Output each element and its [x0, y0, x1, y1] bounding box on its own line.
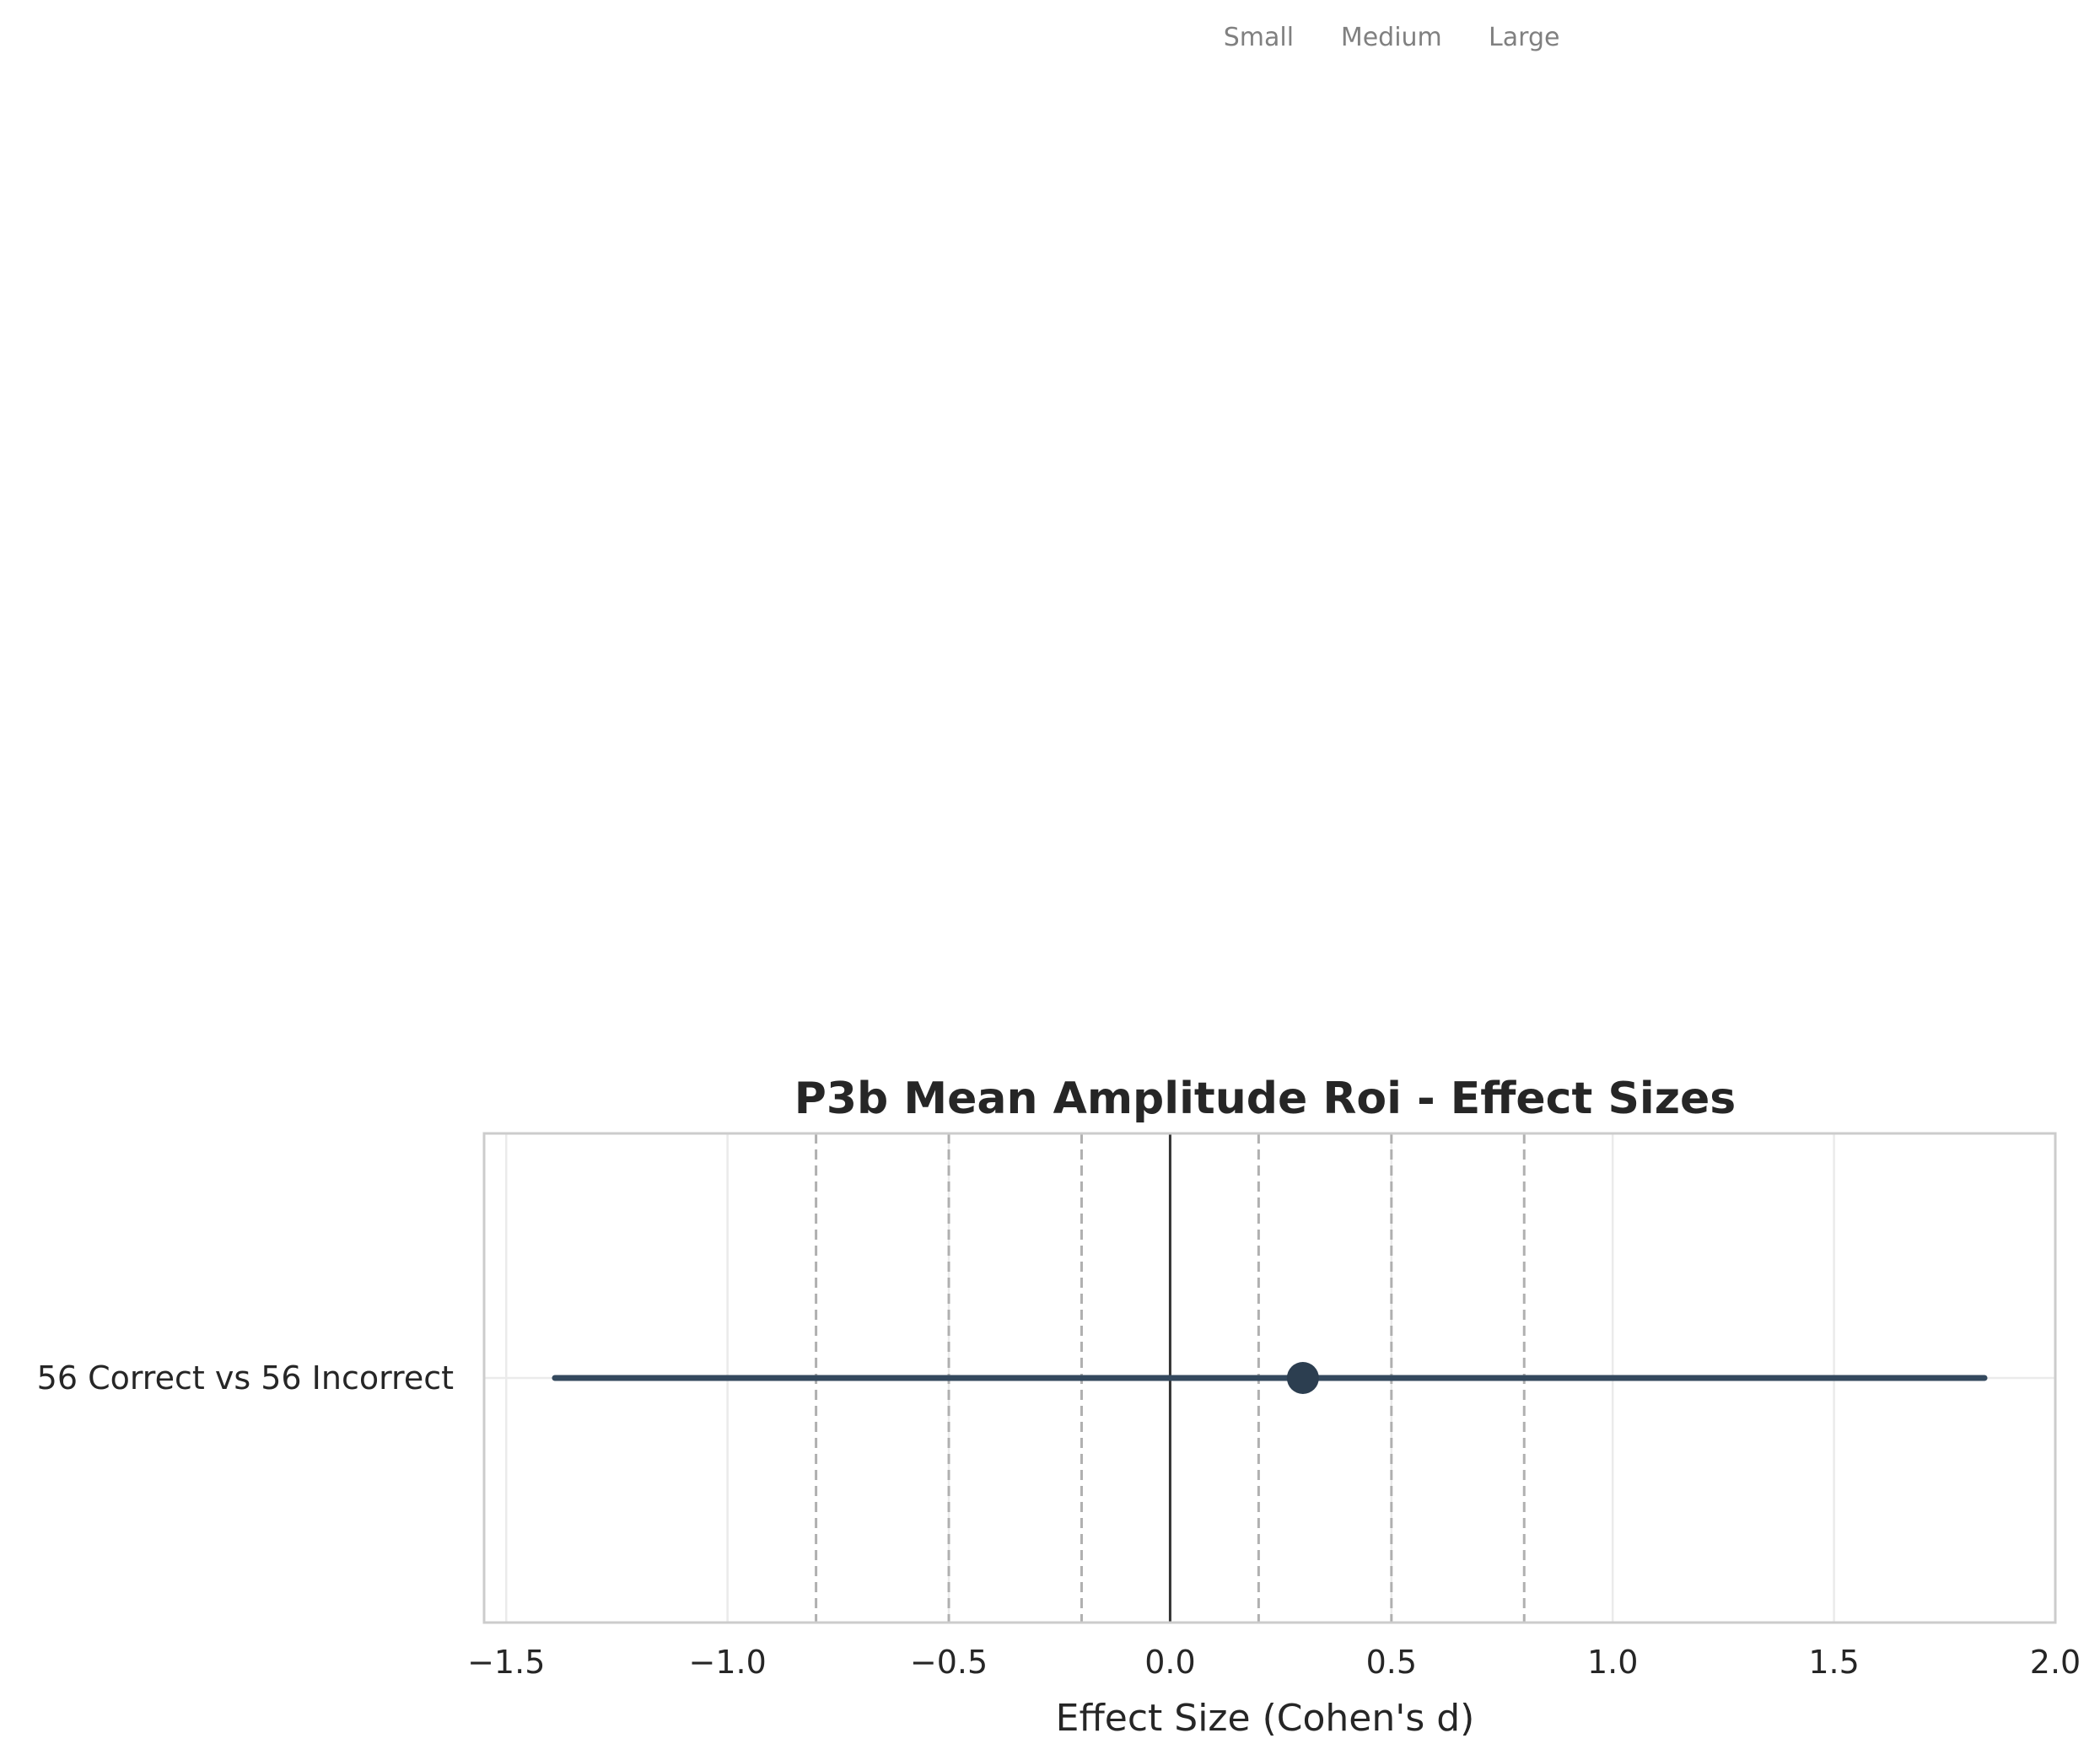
x-tick-label-5: 1.0 [1587, 1644, 1638, 1681]
y-category-labels: 56 Correct vs 56 Incorrect [37, 1359, 454, 1397]
reference-labels: Small Medium Large [1224, 23, 1560, 52]
ref-label-large: Large [1489, 23, 1559, 52]
ref-label-medium: Medium [1341, 23, 1442, 52]
x-tick-label-0: −1.5 [467, 1644, 545, 1681]
x-tick-label-7: 2.0 [2030, 1644, 2081, 1681]
x-tick-label-2: −0.5 [910, 1644, 988, 1681]
plot-area [482, 1132, 2057, 1624]
x-tick-label-3: 0.0 [1144, 1644, 1195, 1681]
x-tick-label-4: 0.5 [1366, 1644, 1417, 1681]
estimate-point-0 [1286, 1362, 1319, 1394]
x-tick-label-1: −1.0 [688, 1644, 766, 1681]
category-label-0: 56 Correct vs 56 Incorrect [37, 1359, 454, 1397]
ref-label-small: Small [1224, 23, 1294, 52]
x-tick-labels: −1.5 −1.0 −0.5 0.0 0.5 1.0 1.5 2.0 [467, 1644, 2081, 1681]
chart-title: P3b Mean Amplitude Roi - Effect Sizes [794, 1074, 1736, 1124]
plot-frame [482, 1132, 2057, 1624]
x-tick-label-6: 1.5 [1808, 1644, 1859, 1681]
x-axis-label: Effect Size (Cohen's d) [1056, 1697, 1475, 1740]
data-marks [552, 1362, 1988, 1394]
